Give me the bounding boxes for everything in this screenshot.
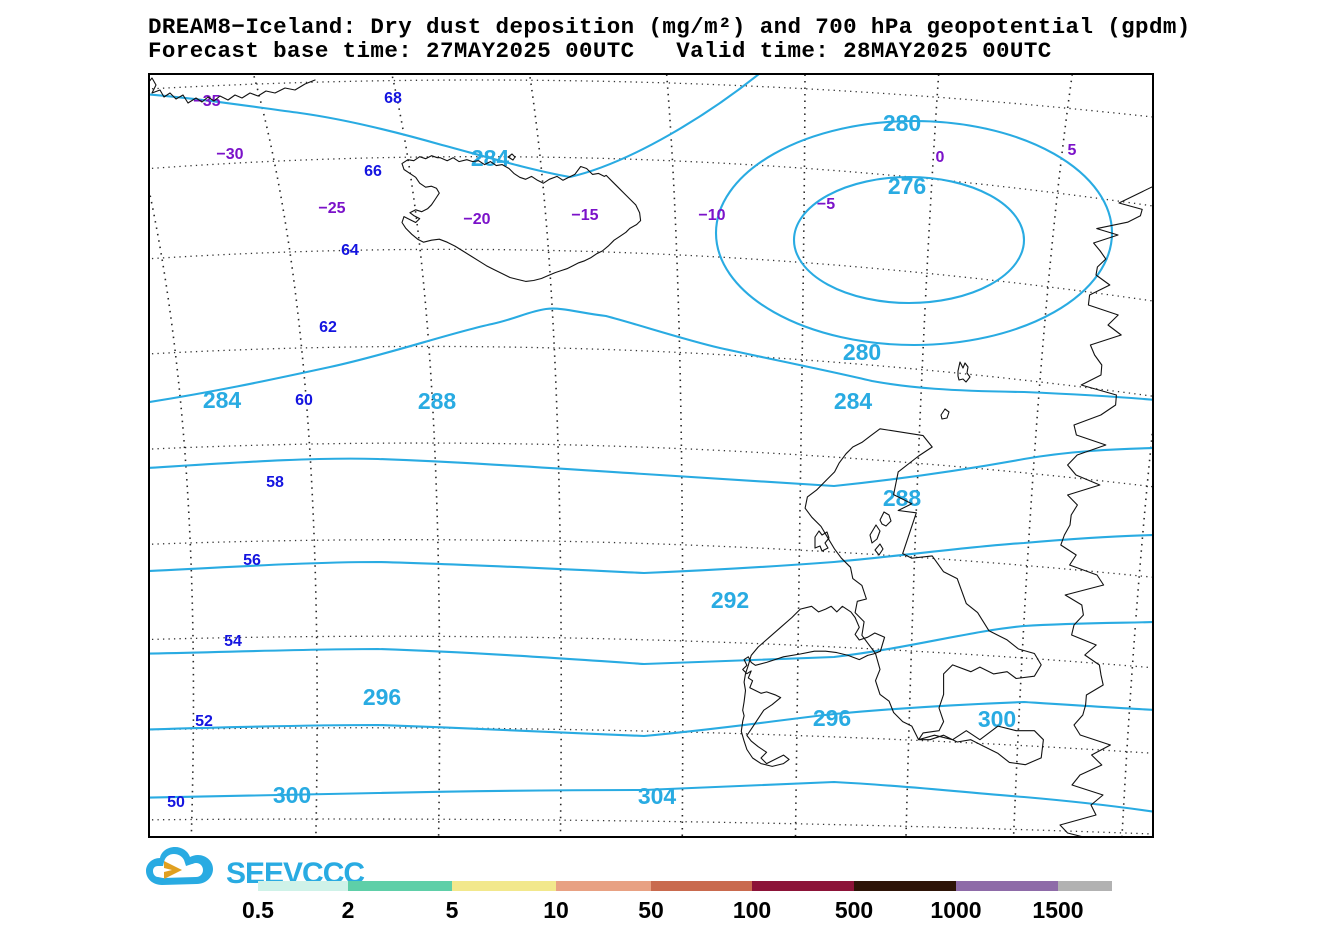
svg-text:5: 5 xyxy=(1068,142,1077,159)
svg-text:280: 280 xyxy=(843,339,881,365)
svg-text:−35: −35 xyxy=(193,93,220,110)
svg-text:64: 64 xyxy=(341,242,359,259)
svg-text:304: 304 xyxy=(638,783,677,809)
svg-text:10: 10 xyxy=(543,897,569,923)
svg-text:5: 5 xyxy=(446,897,459,923)
svg-text:100: 100 xyxy=(733,897,771,923)
svg-text:−5: −5 xyxy=(817,196,835,213)
svg-text:−10: −10 xyxy=(698,207,725,224)
svg-text:60: 60 xyxy=(295,392,313,409)
svg-text:276: 276 xyxy=(888,173,926,199)
svg-text:296: 296 xyxy=(813,705,851,731)
svg-text:292: 292 xyxy=(711,587,749,613)
svg-text:288: 288 xyxy=(418,388,457,414)
svg-text:−30: −30 xyxy=(216,146,243,163)
svg-text:66: 66 xyxy=(364,163,382,180)
svg-text:−15: −15 xyxy=(571,207,598,224)
svg-text:284: 284 xyxy=(834,388,873,414)
svg-text:0: 0 xyxy=(936,149,945,166)
svg-text:284: 284 xyxy=(203,387,242,413)
svg-text:284: 284 xyxy=(471,145,510,171)
svg-text:288: 288 xyxy=(883,485,922,511)
svg-text:−25: −25 xyxy=(318,200,345,217)
svg-text:−20: −20 xyxy=(463,211,490,228)
svg-text:68: 68 xyxy=(384,90,402,107)
svg-text:300: 300 xyxy=(978,706,1016,732)
svg-text:1500: 1500 xyxy=(1032,897,1083,923)
svg-text:2: 2 xyxy=(342,897,355,923)
svg-text:52: 52 xyxy=(195,713,213,730)
svg-text:0.5: 0.5 xyxy=(242,897,274,923)
svg-text:62: 62 xyxy=(319,319,337,336)
svg-text:1000: 1000 xyxy=(930,897,981,923)
svg-text:54: 54 xyxy=(224,633,242,650)
svg-text:280: 280 xyxy=(883,110,921,136)
svg-text:56: 56 xyxy=(243,552,261,569)
svg-text:50: 50 xyxy=(167,794,185,811)
svg-text:58: 58 xyxy=(266,474,284,491)
svg-text:50: 50 xyxy=(638,897,664,923)
svg-text:300: 300 xyxy=(273,782,311,808)
svg-text:296: 296 xyxy=(363,684,401,710)
svg-text:500: 500 xyxy=(835,897,873,923)
